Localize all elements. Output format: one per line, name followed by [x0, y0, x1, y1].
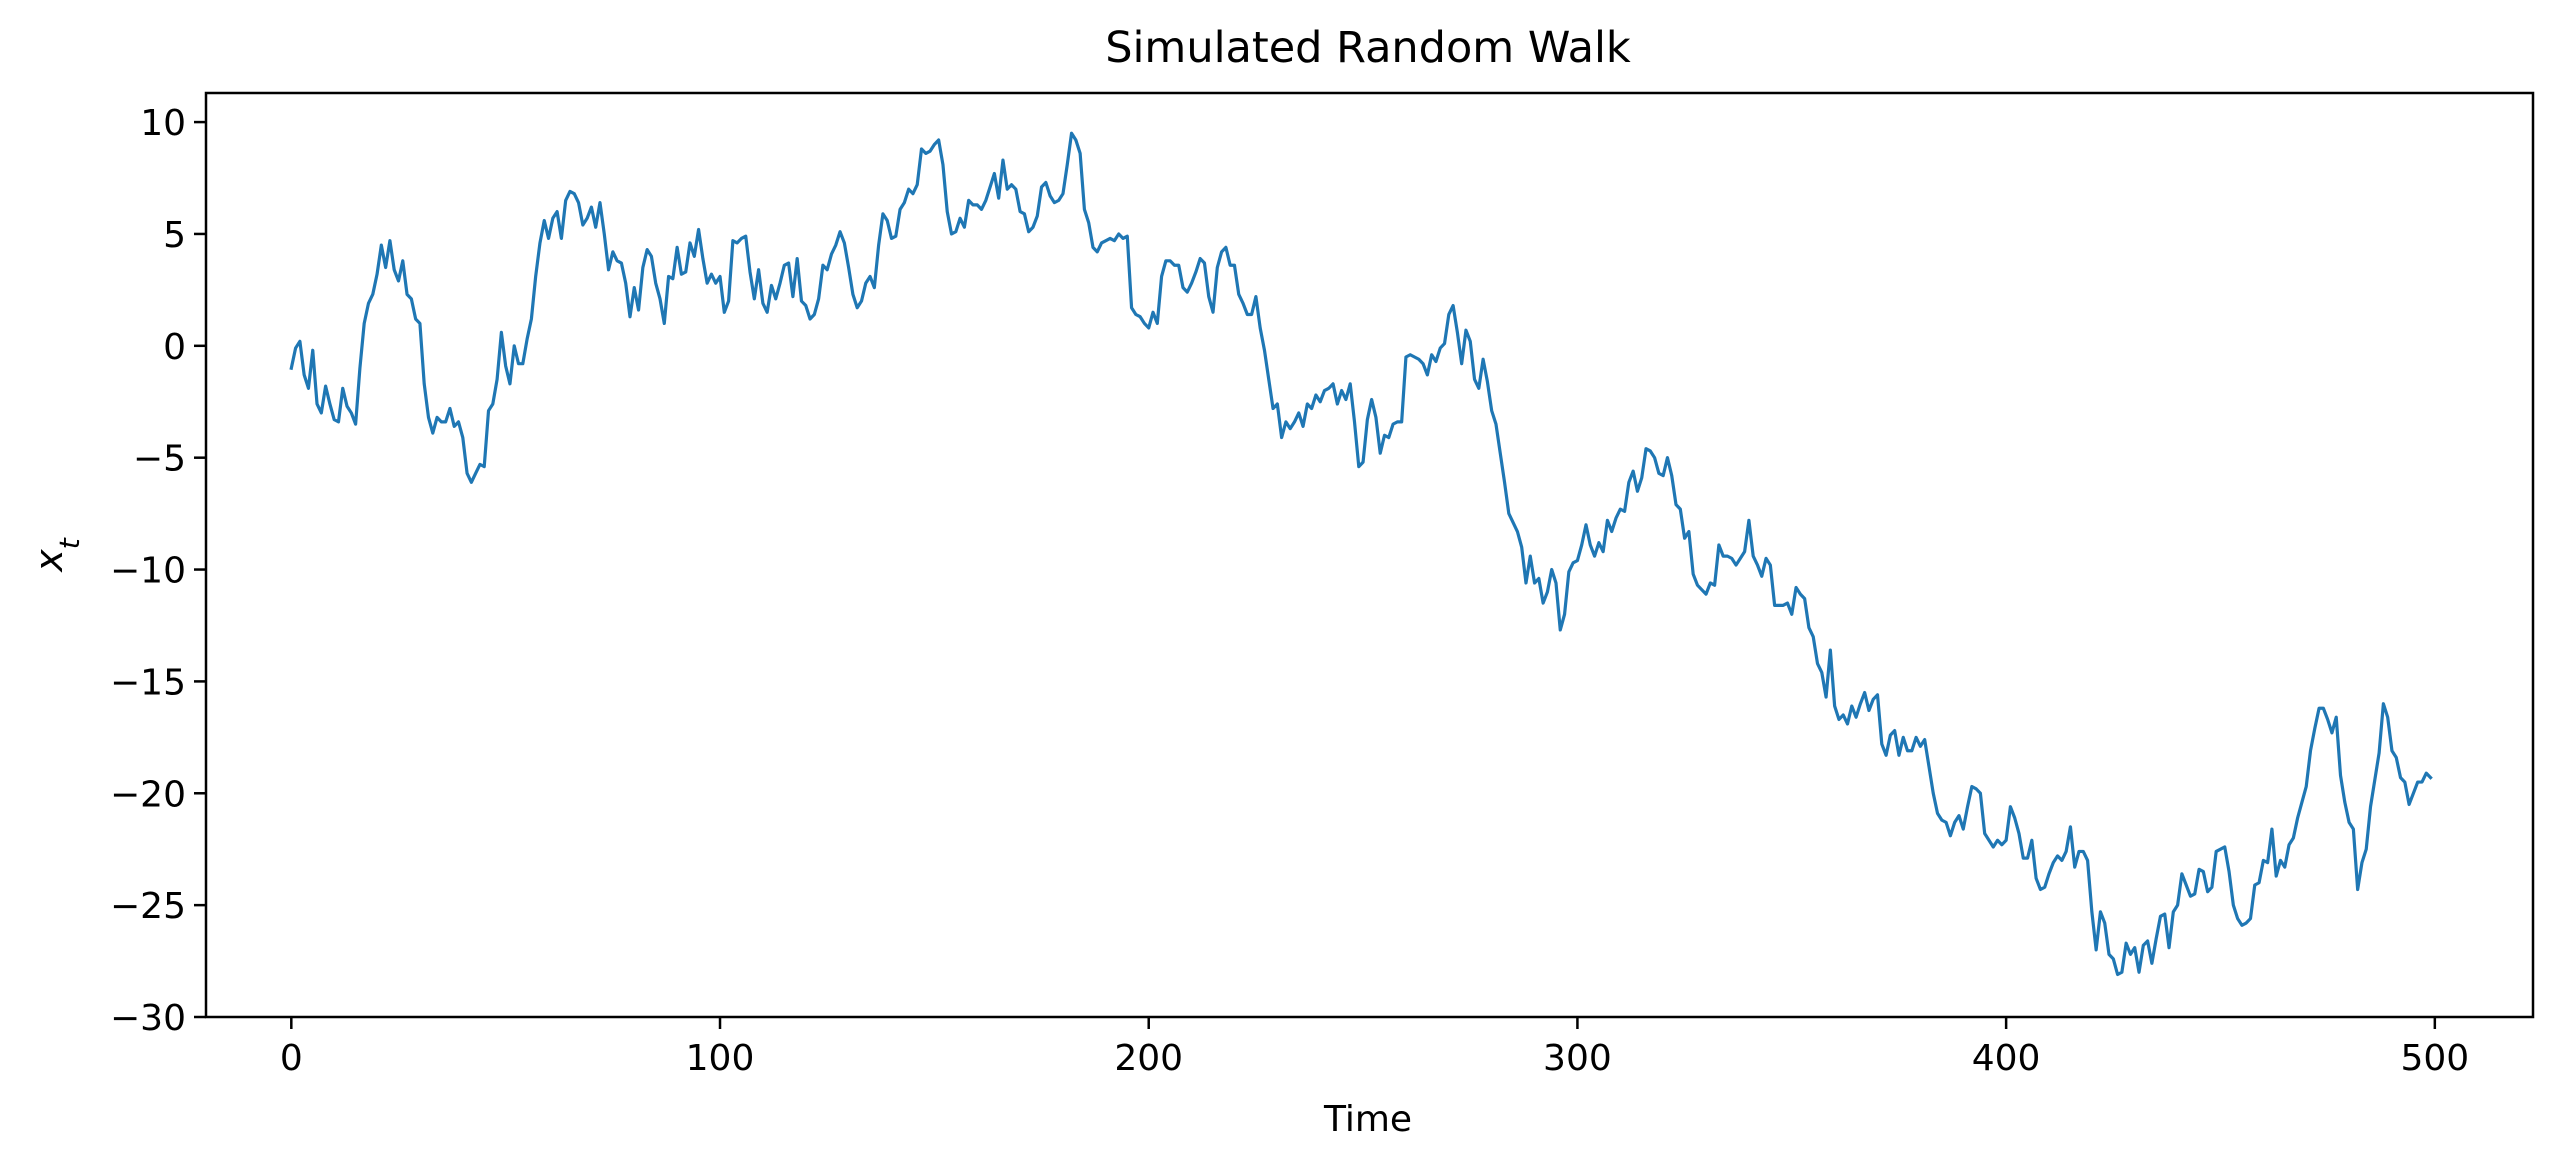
y-tick-label: −5 [133, 439, 186, 480]
y-axis-label-subscript: t [53, 537, 86, 549]
x-axis-ticks: 0 100 200 300 400 500 [280, 1017, 2469, 1079]
y-axis-label-main: x [27, 549, 71, 573]
x-tick-label: 500 [2400, 1038, 2469, 1079]
y-tick-label: −15 [110, 662, 186, 703]
y-tick-label: −25 [110, 886, 186, 927]
y-tick-label: −30 [110, 998, 186, 1039]
y-tick-label: −20 [110, 774, 186, 815]
y-tick-label: 10 [140, 103, 186, 144]
x-tick-label: 200 [1114, 1038, 1183, 1079]
y-tick-label: −10 [110, 551, 186, 592]
x-tick-label: 0 [280, 1038, 303, 1079]
x-axis-label: Time [1323, 1099, 1412, 1140]
series-line-0 [289, 131, 2433, 977]
y-axis-label: xt [27, 537, 86, 573]
x-tick-label: 400 [1972, 1038, 2041, 1079]
y-tick-label: 0 [163, 327, 186, 368]
x-tick-label: 100 [686, 1038, 755, 1079]
x-tick-label: 300 [1543, 1038, 1612, 1079]
y-axis-ticks: −30 −25 −20 −15 −10 −5 0 5 10 [110, 103, 206, 1039]
series-layer [289, 131, 2433, 977]
chart-title: Simulated Random Walk [1105, 23, 1631, 73]
y-tick-label: 5 [163, 215, 186, 256]
plot-frame [204, 91, 2535, 1019]
